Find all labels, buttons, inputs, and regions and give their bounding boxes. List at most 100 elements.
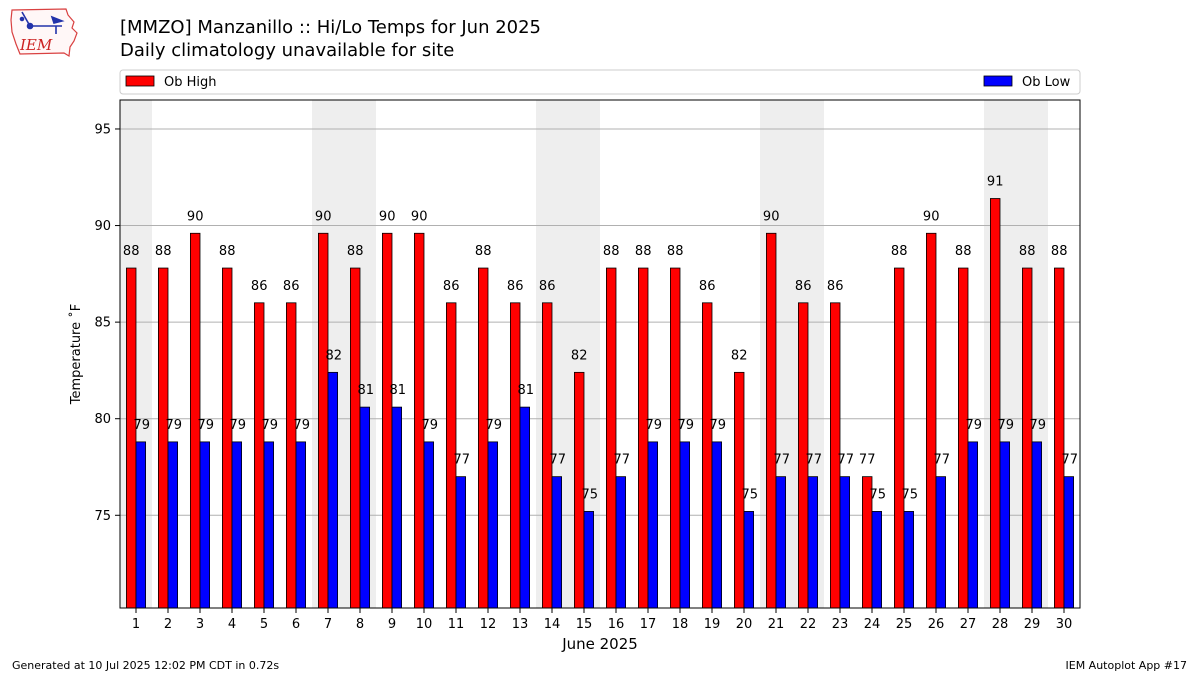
x-axis: 1 2 3 4 5 6 7 8 9 10 11 12 13 14 15 16 17 18 19 20 21 22 23 24 2… — [132, 608, 1072, 632]
x-tick-label: 26 — [928, 617, 945, 632]
bar-high — [606, 267, 617, 609]
y-tick-label: 75 — [94, 509, 111, 524]
bar-low — [391, 406, 403, 609]
label-low: 75 — [870, 487, 887, 502]
x-tick-label: 16 — [608, 617, 625, 632]
y-axis: 75 80 85 90 95 — [94, 122, 120, 524]
bar-low — [423, 441, 435, 609]
bar-high — [221, 267, 233, 609]
label-low: 79 — [998, 418, 1015, 433]
x-tick-label: 3 — [196, 617, 204, 632]
label-low: 77 — [614, 453, 631, 468]
label-high: 88 — [219, 244, 236, 259]
bar-low — [743, 511, 755, 609]
x-tick-label: 7 — [324, 617, 332, 632]
x-tick-label: 23 — [832, 617, 849, 632]
x-tick-label: 11 — [448, 617, 465, 632]
label-low: 77 — [550, 453, 567, 468]
label-low: 77 — [934, 453, 951, 468]
label-low: 81 — [518, 383, 535, 398]
x-tick-label: 4 — [228, 617, 236, 632]
x-tick-label: 20 — [736, 617, 753, 632]
label-low: 79 — [294, 418, 311, 433]
bar-high — [349, 267, 361, 609]
bar-high — [990, 198, 1001, 609]
x-tick-label: 21 — [768, 617, 785, 632]
x-tick-label: 25 — [896, 617, 913, 632]
bar-low — [1063, 476, 1075, 609]
gridlines — [120, 128, 1080, 516]
label-low: 77 — [838, 453, 855, 468]
x-tick-label: 19 — [704, 617, 721, 632]
label-low: 82 — [326, 348, 343, 363]
label-low: 79 — [678, 418, 695, 433]
y-tick-label: 80 — [94, 412, 111, 427]
bar-high — [958, 267, 969, 609]
bar-low — [615, 476, 627, 609]
legend-low-swatch — [983, 75, 1013, 87]
bar-high — [926, 232, 937, 609]
label-low: 77 — [454, 453, 471, 468]
y-axis-label: Temperature ˚F — [68, 304, 84, 405]
label-high: 88 — [891, 244, 908, 259]
bar-low — [871, 511, 883, 609]
bar-low — [807, 476, 819, 609]
label-low: 79 — [230, 418, 247, 433]
label-low: 79 — [198, 418, 215, 433]
x-tick-label: 12 — [480, 617, 497, 632]
bar-low — [135, 441, 147, 609]
label-high: 86 — [699, 279, 716, 294]
x-tick-label: 17 — [640, 617, 657, 632]
logo-text: IEM — [19, 36, 53, 54]
label-low: 77 — [774, 453, 791, 468]
bar-high — [766, 232, 777, 609]
bar-high — [477, 267, 489, 609]
label-high: 88 — [155, 244, 172, 259]
x-tick-label: 14 — [544, 617, 561, 632]
bar-low — [1031, 441, 1043, 609]
label-high: 86 — [443, 279, 460, 294]
label-low: 75 — [742, 487, 759, 502]
label-high: 77 — [859, 453, 876, 468]
label-high: 86 — [539, 279, 556, 294]
x-tick-label: 18 — [672, 617, 689, 632]
bar-low — [967, 441, 979, 609]
bar-low — [359, 406, 371, 609]
bar-low — [839, 476, 851, 609]
label-low: 79 — [1030, 418, 1047, 433]
chart-title: [MMZO] Manzanillo :: Hi/Lo Temps for Jun… — [120, 17, 542, 38]
label-high: 88 — [635, 244, 652, 259]
bar-low — [999, 441, 1011, 609]
label-high: 90 — [763, 209, 780, 224]
label-high: 90 — [379, 209, 396, 224]
label-high: 86 — [507, 279, 524, 294]
label-high: 90 — [187, 209, 204, 224]
label-high: 86 — [795, 279, 812, 294]
x-tick-label: 27 — [960, 617, 977, 632]
plot-frame — [119, 99, 1081, 609]
x-tick-label: 6 — [292, 617, 300, 632]
x-tick-label: 2 — [164, 617, 172, 632]
legend-high-label: Ob High — [164, 75, 217, 90]
label-high: 90 — [923, 209, 940, 224]
label-low: 77 — [1062, 453, 1079, 468]
bar-high — [1054, 267, 1065, 609]
bar-low — [775, 476, 787, 609]
bar-low — [167, 441, 179, 609]
x-tick-label: 8 — [356, 617, 364, 632]
label-high: 86 — [827, 279, 844, 294]
bar-low — [327, 371, 339, 609]
bar-low — [199, 441, 211, 609]
y-tick-label: 85 — [94, 316, 111, 331]
label-high: 90 — [315, 209, 332, 224]
weather-station-icon — [19, 11, 65, 34]
legend-box — [119, 69, 1081, 95]
bar-high — [670, 267, 681, 609]
legend-low-label: Ob Low — [1022, 75, 1071, 90]
label-low: 79 — [710, 418, 727, 433]
label-high: 88 — [1019, 244, 1036, 259]
x-axis-label: June 2025 — [561, 635, 638, 653]
label-high: 86 — [251, 279, 268, 294]
chart-subtitle: Daily climatology unavailable for site — [120, 40, 455, 61]
